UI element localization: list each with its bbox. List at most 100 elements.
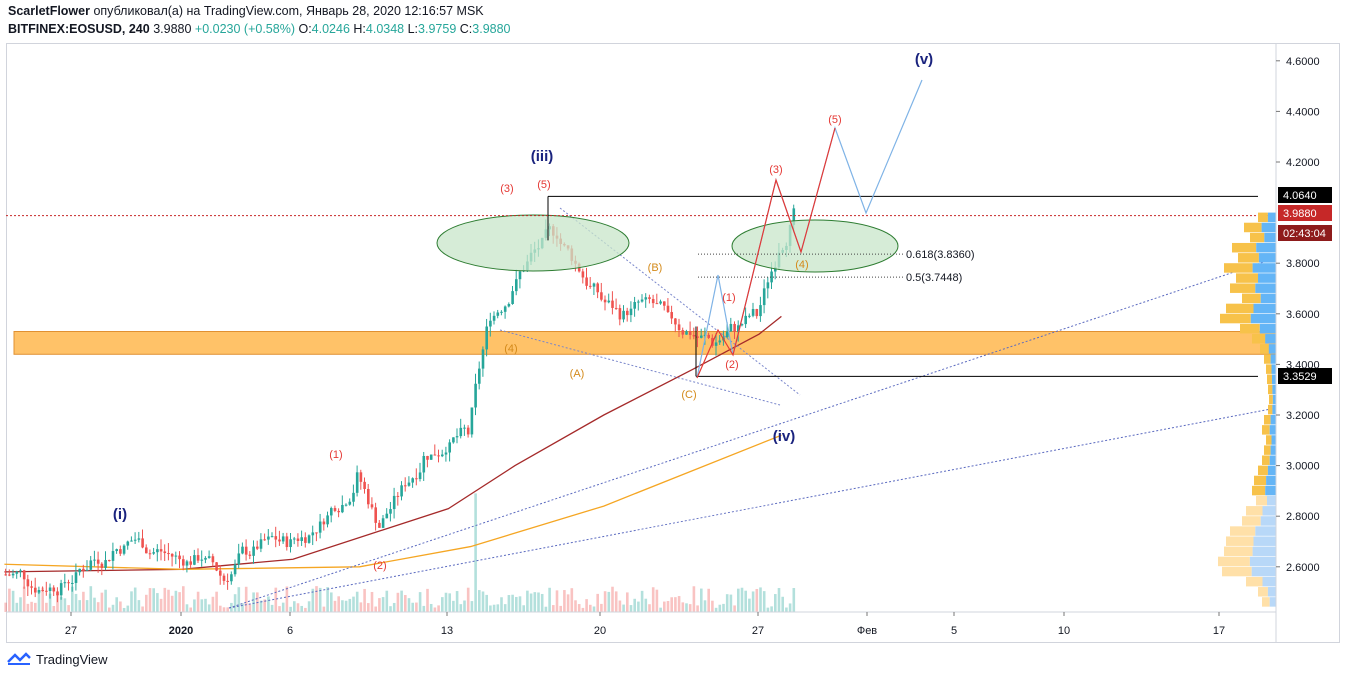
candle-body[interactable] [370, 504, 374, 508]
candle-body[interactable] [411, 478, 414, 483]
candle-body[interactable] [659, 301, 662, 304]
candle-body[interactable] [496, 312, 500, 316]
candle-body[interactable] [56, 591, 59, 596]
candle-body[interactable] [515, 279, 518, 292]
candle-body[interactable] [100, 563, 104, 568]
price-badge[interactable] [1278, 368, 1332, 384]
candle-body[interactable] [130, 540, 133, 542]
candle-body[interactable] [352, 492, 355, 502]
candle-body[interactable] [466, 427, 470, 435]
candle-body[interactable] [481, 349, 485, 369]
candle-body[interactable] [633, 302, 636, 309]
candle-body[interactable] [82, 568, 85, 571]
candle-body[interactable] [326, 515, 329, 525]
candle-body[interactable] [681, 330, 685, 335]
candle-body[interactable] [766, 282, 770, 289]
candle-body[interactable] [256, 546, 259, 549]
candle-body[interactable] [463, 427, 466, 429]
candle-body[interactable] [226, 580, 229, 582]
candle-body[interactable] [270, 536, 274, 538]
candle-body[interactable] [700, 335, 703, 338]
wedge-upper-line[interactable] [559, 207, 801, 396]
candle-body[interactable] [111, 551, 115, 561]
candle-body[interactable] [78, 568, 81, 573]
candle-body[interactable] [740, 324, 744, 326]
candle-body[interactable] [215, 562, 218, 571]
candle-body[interactable] [600, 292, 603, 300]
candle-body[interactable] [41, 589, 44, 591]
candle-body[interactable] [311, 532, 315, 536]
candle-body[interactable] [614, 307, 618, 309]
candle-body[interactable] [792, 208, 796, 225]
candle-body[interactable] [696, 336, 699, 338]
candle-body[interactable] [241, 546, 244, 554]
candle-body[interactable] [381, 518, 385, 528]
candle-body[interactable] [404, 485, 407, 487]
candle-body[interactable] [651, 298, 655, 304]
candle-body[interactable] [11, 573, 15, 576]
candle-body[interactable] [252, 546, 255, 556]
candle-body[interactable] [733, 323, 736, 332]
candle-body[interactable] [193, 555, 196, 565]
candle-body[interactable] [108, 560, 111, 562]
candle-body[interactable] [196, 555, 200, 561]
candle-body[interactable] [640, 299, 644, 302]
candle-body[interactable] [174, 555, 178, 557]
candle-body[interactable] [189, 561, 192, 565]
candle-body[interactable] [470, 407, 474, 435]
candle-body[interactable] [478, 368, 481, 384]
candle-body[interactable] [274, 536, 278, 540]
candle-body[interactable] [222, 575, 226, 581]
candle-body[interactable] [337, 510, 340, 513]
candle-body[interactable] [677, 324, 681, 331]
candle-body[interactable] [455, 436, 459, 438]
candle-body[interactable] [333, 508, 337, 511]
candle-body[interactable] [211, 556, 215, 563]
candle-body[interactable] [115, 549, 118, 552]
candle-body[interactable] [688, 331, 692, 335]
candle-body[interactable] [289, 539, 292, 548]
candle-body[interactable] [230, 574, 233, 582]
candle-body[interactable] [729, 323, 733, 332]
candle-body[interactable] [300, 537, 303, 541]
candle-body[interactable] [59, 583, 63, 596]
candle-body[interactable] [93, 559, 96, 561]
candle-body[interactable] [4, 574, 7, 576]
candle-body[interactable] [267, 536, 270, 540]
support-zone[interactable] [13, 331, 1277, 355]
candle-body[interactable] [341, 504, 344, 513]
candle-body[interactable] [648, 297, 651, 299]
candle-body[interactable] [285, 536, 289, 548]
candle-body[interactable] [426, 455, 429, 460]
candle-body[interactable] [367, 488, 370, 505]
candle-body[interactable] [233, 564, 237, 575]
candle-body[interactable] [433, 454, 437, 456]
candle-body[interactable] [259, 539, 263, 549]
candle-body[interactable] [751, 309, 755, 316]
candle-body[interactable] [441, 454, 444, 457]
candle-body[interactable] [278, 539, 281, 542]
candle-body[interactable] [707, 334, 710, 338]
candle-body[interactable] [618, 308, 622, 320]
candle-body[interactable] [34, 587, 37, 593]
candle-body[interactable] [655, 303, 659, 305]
candle-body[interactable] [159, 549, 163, 552]
candle-body[interactable] [19, 570, 22, 572]
candle-body[interactable] [185, 561, 189, 566]
candle-body[interactable] [607, 300, 611, 303]
candle-body[interactable] [703, 334, 707, 336]
candle-body[interactable] [474, 383, 477, 408]
candle-body[interactable] [348, 501, 352, 505]
candle-body[interactable] [322, 521, 326, 525]
candle-body[interactable] [244, 546, 248, 555]
candle-body[interactable] [589, 285, 592, 287]
candle-body[interactable] [429, 454, 433, 460]
candle-body[interactable] [296, 538, 300, 541]
candle-body[interactable] [748, 315, 751, 317]
candle-body[interactable] [359, 472, 363, 482]
candle-body[interactable] [52, 587, 56, 592]
candle-body[interactable] [85, 569, 89, 571]
consolidation-ellipse-left[interactable] [436, 214, 630, 272]
candle-body[interactable] [148, 553, 152, 555]
candle-body[interactable] [15, 571, 19, 574]
